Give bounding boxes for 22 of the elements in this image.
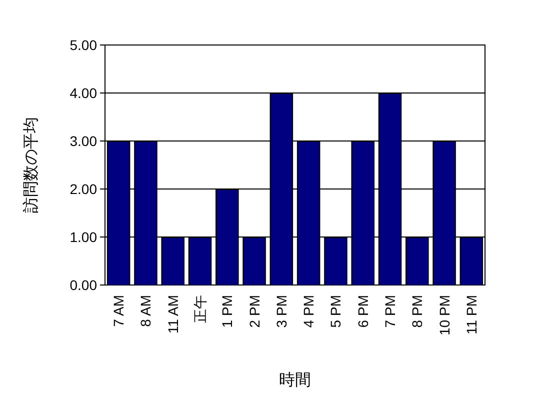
x-tick-label: 1 PM <box>219 295 236 328</box>
x-tick-label: 7 PM <box>382 295 398 328</box>
x-tick-label: 8 AM <box>138 295 154 327</box>
y-tick-label: 1.00 <box>70 229 98 245</box>
x-tick-label: 11 AM <box>164 295 181 334</box>
x-tick-label: 6 PM <box>354 295 371 328</box>
y-tick-label: 3.00 <box>70 133 98 149</box>
y-tick-label: 5.00 <box>70 37 98 53</box>
x-tick-label: 3 PM <box>273 295 290 328</box>
x-tick-label: 11 PM <box>463 295 480 334</box>
x-tick-label: 10 PM <box>436 295 452 336</box>
y-tick-label: 2.00 <box>70 181 98 197</box>
x-tick-label: 5 PM <box>328 295 344 328</box>
x-tick-label: 7 AM <box>110 295 127 327</box>
y-axis-title: 訪問数の平均 <box>22 117 40 213</box>
x-tick-label: 4 PM <box>300 295 317 328</box>
x-tick-label: 8 PM <box>409 295 426 328</box>
y-tick-label: 4.00 <box>70 85 98 101</box>
x-tick-label: 正午 <box>192 295 208 323</box>
x-axis-title: 時間 <box>279 371 311 389</box>
x-tick-label: 2 PM <box>246 295 262 328</box>
y-tick-label: 0.00 <box>70 277 98 293</box>
